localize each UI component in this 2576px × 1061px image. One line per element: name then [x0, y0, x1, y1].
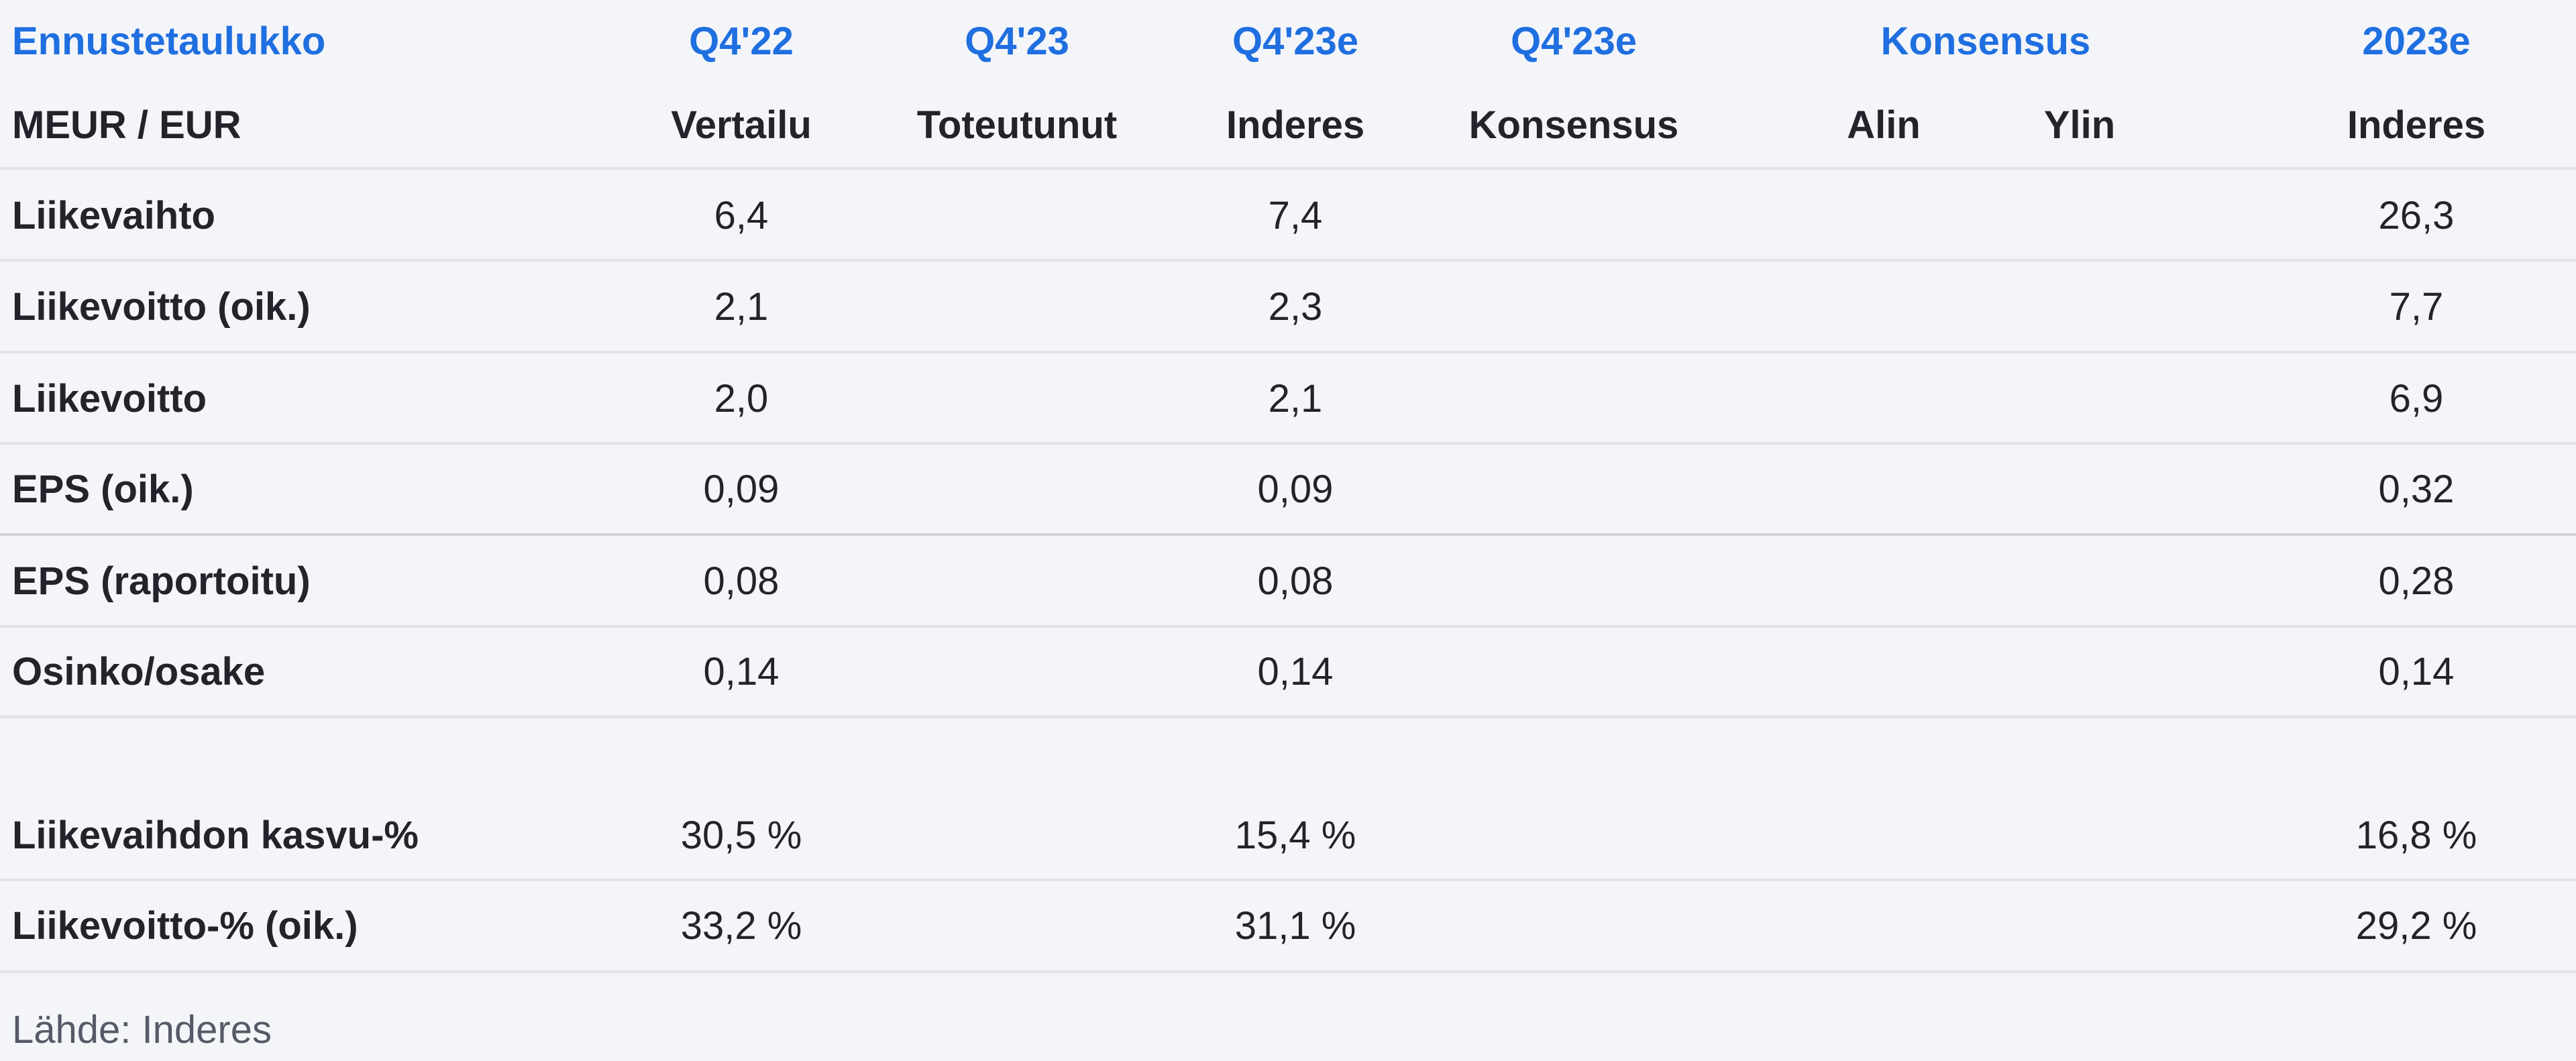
column-header: Vertailu: [671, 103, 812, 147]
row-divider: [0, 879, 2576, 881]
table-cell: 0,28: [2378, 559, 2455, 603]
table-cell: 0,08: [1257, 559, 1334, 603]
row-label: EPS (raportoitu): [12, 559, 311, 603]
row-label: Liikevaihdon kasvu-%: [12, 814, 419, 857]
row-label: Liikevoitto (oik.): [12, 285, 311, 329]
table-cell: 0,09: [703, 467, 780, 511]
row-divider: [0, 716, 2576, 718]
column-header: Toteutunut: [916, 103, 1118, 147]
row-label: EPS (oik.): [12, 467, 194, 511]
table-cell: 2,0: [714, 377, 769, 421]
row-label: Osinko/osake: [12, 650, 266, 693]
row-label: Liikevoitto-% (oik.): [12, 904, 358, 948]
column-header: Konsensus: [1468, 103, 1679, 147]
column-group-header: Q4'23e: [1232, 19, 1358, 63]
row-divider: [0, 442, 2576, 445]
row-divider: [0, 625, 2576, 628]
source-note: Lähde: Inderes: [12, 1008, 272, 1052]
row-divider: [0, 167, 2576, 170]
table-cell: 31,1 %: [1234, 904, 1356, 948]
table-cell: 0,14: [2378, 650, 2455, 693]
column-group-header: Konsensus: [1880, 19, 2091, 63]
row-divider: [0, 533, 2576, 536]
table-cell: 15,4 %: [1234, 814, 1356, 857]
table-cell: 0,08: [703, 559, 780, 603]
row-divider: [0, 259, 2576, 262]
table-cell: 7,7: [2389, 285, 2444, 329]
column-group-header: 2023e: [2362, 19, 2471, 63]
table-title: Ennustetaulukko: [12, 19, 326, 63]
unit-label: MEUR / EUR: [12, 103, 241, 147]
table-cell: 7,4: [1268, 194, 1323, 237]
table-cell: 6,9: [2389, 377, 2444, 421]
row-label: Liikevoitto: [12, 377, 207, 421]
row-divider: [0, 351, 2576, 353]
row-divider: [0, 970, 2576, 973]
column-group-header: Q4'22: [689, 19, 794, 63]
column-header: Inderes: [1226, 103, 1365, 147]
table-cell: 2,1: [714, 285, 769, 329]
table-cell: 0,09: [1257, 467, 1334, 511]
column-header: Alin: [1847, 103, 1921, 147]
table-cell: 16,8 %: [2355, 814, 2477, 857]
table-cell: 30,5 %: [680, 814, 802, 857]
column-header: Inderes: [2347, 103, 2486, 147]
column-header: Ylin: [2043, 103, 2116, 147]
table-cell: 0,14: [1257, 650, 1334, 693]
column-group-header: Q4'23: [965, 19, 1069, 63]
table-cell: 6,4: [714, 194, 769, 237]
table-cell: 2,3: [1268, 285, 1323, 329]
table-cell: 29,2 %: [2355, 904, 2477, 948]
table-cell: 33,2 %: [680, 904, 802, 948]
row-label: Liikevaihto: [12, 194, 215, 237]
table-cell: 26,3: [2378, 194, 2455, 237]
table-cell: 0,14: [703, 650, 780, 693]
column-group-header: Q4'23e: [1511, 19, 1637, 63]
table-cell: 2,1: [1268, 377, 1323, 421]
table-cell: 0,32: [2378, 467, 2455, 511]
